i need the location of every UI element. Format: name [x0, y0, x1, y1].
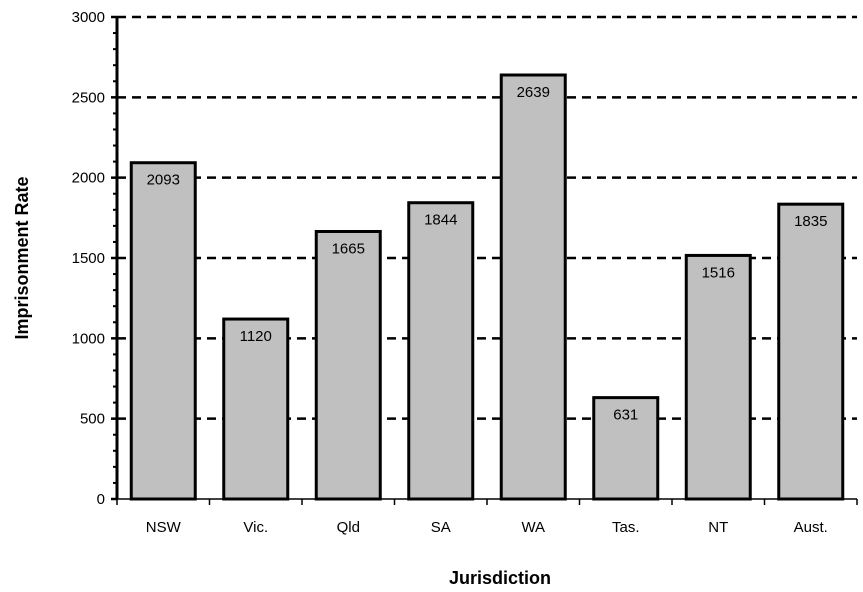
bar-vic: [222, 317, 290, 501]
bar-wa: [499, 73, 567, 501]
data-label: 2093: [147, 172, 180, 189]
axes: [111, 15, 858, 505]
x-tick-label: WA: [521, 519, 545, 536]
bar-nsw: [129, 161, 197, 501]
bar-aust: [777, 202, 845, 501]
y-tick-label: 1000: [72, 330, 105, 347]
data-label: 1120: [240, 328, 272, 345]
data-label: 1516: [702, 264, 735, 281]
x-tick-label: NT: [708, 519, 728, 536]
y-tick-label: 0: [97, 491, 105, 508]
bars: [129, 73, 845, 501]
x-tick-label: Aust.: [794, 519, 828, 536]
x-axis-title: Jurisdiction: [449, 568, 551, 588]
y-tick-label: 2000: [72, 170, 105, 187]
data-label: 2639: [517, 84, 550, 101]
data-label: 1844: [424, 212, 457, 229]
data-label: 1665: [332, 240, 365, 257]
y-tick-label: 2500: [72, 89, 105, 106]
y-tick-label: 3000: [72, 9, 105, 26]
data-label: 631: [613, 407, 638, 424]
bar-qld: [314, 229, 382, 501]
bar-sa: [407, 201, 475, 501]
x-tick-label: SA: [431, 519, 451, 536]
y-axis-title: Imprisonment Rate: [12, 176, 32, 339]
x-tick-label: Qld: [337, 519, 360, 536]
bar-tas: [592, 396, 660, 501]
x-tick-label: Tas.: [612, 519, 640, 536]
y-tick-label: 500: [80, 411, 105, 428]
x-tick-label: Vic.: [243, 519, 268, 536]
x-tick-label: NSW: [146, 519, 182, 536]
labels: 2093 1120 1665 1844 2639 631 1516 1835 0 500 1000 1…: [72, 9, 828, 536]
data-label: 1835: [794, 213, 827, 230]
y-tick-label: 1500: [72, 250, 105, 267]
bar-nt: [684, 253, 752, 501]
